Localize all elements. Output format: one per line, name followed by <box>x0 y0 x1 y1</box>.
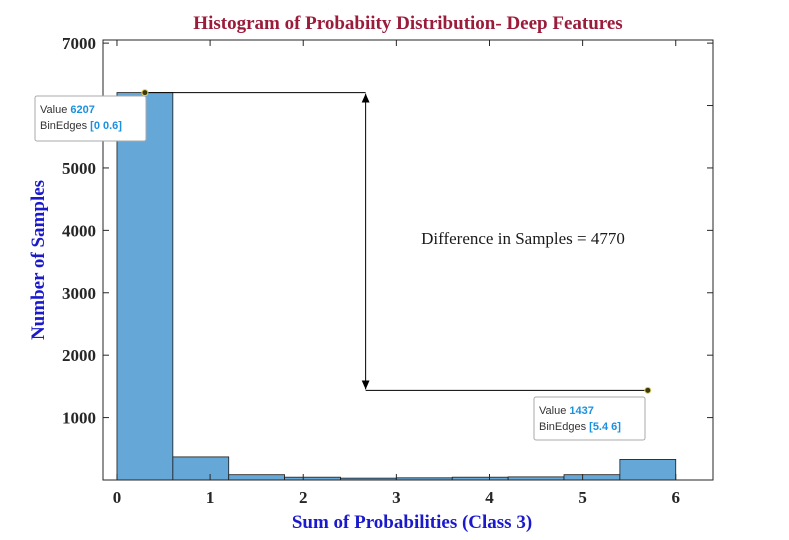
annotation-group: Difference in Samples = 4770 <box>144 92 648 391</box>
x-tick-label: 6 <box>671 488 680 507</box>
histogram-bar <box>563 474 621 481</box>
difference-annotation: Difference in Samples = 4770 <box>421 229 625 248</box>
y-tick-label: 5000 <box>62 159 96 178</box>
datatip-value-line: Value 6207 <box>40 104 95 116</box>
y-tick-label: 4000 <box>62 221 96 240</box>
datatip[interactable]: Value 1437 BinEdges [5.4 6] <box>533 386 652 441</box>
histogram-bar <box>228 474 286 481</box>
y-tick-label: 1000 <box>62 409 96 428</box>
plot-frame <box>102 39 714 481</box>
y-axis-label: Number of Samples <box>28 180 49 340</box>
y-tick-label: 2000 <box>62 346 96 365</box>
x-tick-label: 1 <box>206 488 215 507</box>
x-tick-label: 3 <box>392 488 401 507</box>
y-tick-label: 7000 <box>62 34 96 53</box>
chart-title: Histogram of Probabiity Distribution- De… <box>193 13 622 34</box>
datatip-value-line: Value 1437 <box>539 405 594 417</box>
x-tick-label: 2 <box>299 488 308 507</box>
datatip-marker[interactable] <box>644 386 652 394</box>
histogram-bar <box>116 92 174 481</box>
datatips-group: Value 6207 BinEdges [0 0.6] Value 1437 BinE… <box>34 89 652 441</box>
y-tick-label: 3000 <box>62 284 96 303</box>
x-tick-label: 5 <box>578 488 587 507</box>
histogram-bar <box>172 456 230 481</box>
datatip-box <box>34 95 147 142</box>
datatip-marker[interactable] <box>141 89 149 97</box>
datatip-box <box>533 396 646 441</box>
x-axis-label: Sum of Probabilities (Class 3) <box>292 512 532 533</box>
x-tick-label: 4 <box>485 488 494 507</box>
histogram-bar <box>619 459 677 481</box>
bars-group <box>116 92 677 481</box>
datatip-binedges-line: BinEdges [5.4 6] <box>539 421 621 433</box>
datatip-binedges-line: BinEdges [0 0.6] <box>40 120 122 132</box>
x-tick-label: 0 <box>113 488 122 507</box>
datatip[interactable]: Value 6207 BinEdges [0 0.6] <box>34 89 149 142</box>
